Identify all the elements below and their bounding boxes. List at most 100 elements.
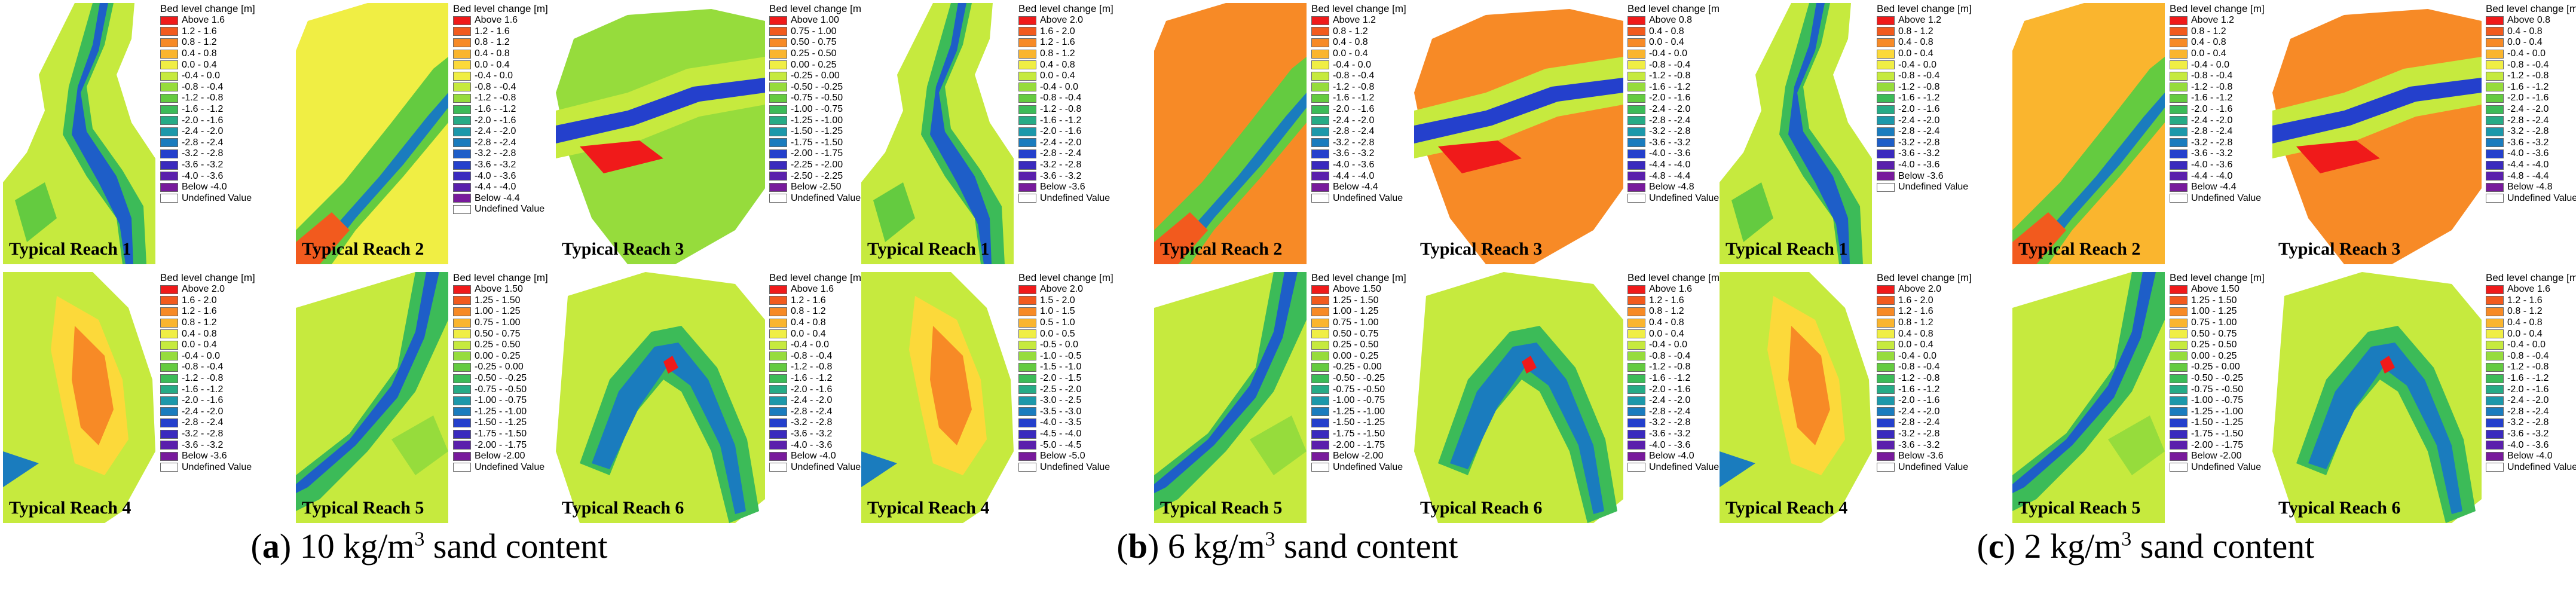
- legend-label: -4.0 - -3.6: [182, 170, 224, 181]
- legend-entry: -2.0 - -1.6: [160, 115, 255, 126]
- legend-swatch: [1311, 362, 1329, 372]
- legend-title: Bed level change [m]: [1018, 272, 1113, 283]
- legend-entry: -2.8 - -2.4: [1311, 126, 1406, 137]
- contour-map: [296, 3, 448, 264]
- legend-swatch: [2486, 149, 2504, 158]
- reach-map: Typical Reach 2: [296, 3, 448, 264]
- legend-label: -2.4 - -2.0: [2191, 115, 2233, 126]
- legend-entry: -0.4 - 0.0: [1311, 59, 1406, 71]
- legend-entry: -0.75 - -0.50: [769, 93, 864, 104]
- bank-patch: [1731, 182, 1773, 242]
- legend-label: Below -4.0: [182, 182, 227, 192]
- legend-swatch: [1018, 116, 1036, 126]
- legend-entry: -0.4 - 0.0: [1627, 48, 1723, 60]
- legend-entry: Undefined Value: [1018, 462, 1113, 473]
- legend-label: Above 1.50: [2191, 284, 2240, 295]
- contour-map: [296, 272, 448, 523]
- deposition: [1438, 140, 1522, 173]
- legend-swatch: [453, 82, 471, 92]
- legend-swatch: [1311, 138, 1329, 148]
- legend-swatch: [2170, 418, 2188, 427]
- legend-entry: -0.50 - -0.25: [769, 82, 864, 93]
- legend-entry: -2.0 - -1.6: [2170, 104, 2265, 115]
- legend-swatch: [453, 385, 471, 395]
- legend-entry: Undefined Value: [160, 462, 255, 473]
- contour-map: [556, 272, 765, 523]
- legend-entry: 0.75 - 1.00: [1311, 317, 1406, 329]
- legend-entry: Below -4.8: [1627, 182, 1723, 193]
- legend-label: -0.50 - -0.25: [475, 373, 527, 384]
- channel-outer: [296, 57, 448, 264]
- legend-entry: -2.4 - -2.0: [453, 126, 548, 137]
- caption-sup: 3: [414, 528, 425, 551]
- legend-label: Above 2.0: [1040, 15, 1084, 26]
- legend-entry: -4.8 - -4.4: [1627, 170, 1723, 182]
- legend-label: 0.4 - 0.8: [1040, 59, 1075, 70]
- legend-entry: -0.8 - -0.4: [1877, 362, 1972, 373]
- legend-entry: -3.6 - -3.2: [1627, 137, 1723, 149]
- legend-label: Below -4.8: [1649, 182, 1694, 192]
- legend-swatch: [1627, 149, 1645, 158]
- legend-entry: -1.2 - -0.8: [2486, 71, 2576, 82]
- legend-swatch: [1311, 296, 1329, 305]
- legend-entry: 0.4 - 0.8: [2170, 37, 2265, 48]
- legend-swatch: [1627, 38, 1645, 47]
- legend-label: -2.00 - -1.75: [791, 148, 843, 159]
- legend-entry: 0.4 - 0.8: [2486, 317, 2576, 329]
- legend-swatch: [1877, 407, 1895, 417]
- legend-label: -2.00 - -1.75: [475, 439, 527, 450]
- legend-swatch: [160, 329, 178, 339]
- legend-label: Undefined Value: [791, 192, 861, 203]
- legend-label: -2.4 - -2.0: [1898, 115, 1940, 126]
- legend-entry: Below -2.00: [2170, 451, 2265, 462]
- legend-swatch: [2486, 374, 2504, 383]
- legend-entry: -0.8 - -0.4: [453, 82, 548, 93]
- legend-label: -1.2 - -0.8: [1649, 362, 1691, 372]
- legend-label: 0.0 - 0.4: [182, 59, 217, 70]
- color-legend: Bed level change [m] Above 1.2 0.8 - 1.2 0.…: [1311, 3, 1406, 204]
- contour-map: [556, 9, 765, 264]
- legend-swatch: [1627, 172, 1645, 181]
- legend-entry: -1.25 - -1.00: [453, 406, 548, 418]
- color-legend: Bed level change [m] Above 2.0 1.5 - 2.0 1.…: [1018, 272, 1113, 473]
- legend-swatch: [2486, 451, 2504, 461]
- legend-swatch: [1877, 82, 1895, 92]
- legend-entry: Undefined Value: [1627, 193, 1723, 204]
- legend-entry: -3.6 - -3.2: [2170, 148, 2265, 160]
- legend-swatch: [1018, 105, 1036, 114]
- legend-swatch: [160, 352, 178, 361]
- reach-map: Typical Reach 1: [1720, 3, 1872, 264]
- legend-entry: -2.00 - -1.75: [1311, 439, 1406, 451]
- legend-label: -0.4 - 0.0: [1040, 81, 1079, 92]
- legend-swatch: [2170, 340, 2188, 350]
- legend-swatch: [1627, 127, 1645, 136]
- legend-swatch: [1018, 160, 1036, 170]
- reach-label: Typical Reach 5: [302, 498, 424, 518]
- legend-label: 1.00 - 1.25: [475, 306, 521, 317]
- legend-swatch: [160, 362, 178, 372]
- legend-swatch: [2486, 16, 2504, 25]
- legend-label: 0.25 - 0.50: [791, 48, 837, 59]
- legend-label: -3.6 - -3.2: [1898, 148, 1940, 159]
- legend-swatch: [1311, 82, 1329, 92]
- legend-entry: -4.5 - -4.0: [1018, 429, 1113, 440]
- legend-entry: Undefined Value: [453, 462, 548, 473]
- contour-map: [861, 3, 1014, 264]
- legend-swatch: [2170, 285, 2188, 294]
- legend-label: 1.2 - 1.6: [1898, 306, 1933, 317]
- legend-entry: -2.5 - -2.0: [1018, 384, 1113, 395]
- channel-deep: [1154, 272, 1298, 493]
- legend-swatch: [769, 441, 787, 450]
- legend-swatch: [453, 318, 471, 328]
- legend-label: -2.50 - -2.25: [791, 170, 843, 181]
- legend-swatch: [1018, 138, 1036, 148]
- legend-label: Undefined Value: [2507, 461, 2576, 472]
- legend-swatch: [1018, 296, 1036, 305]
- legend-swatch: [2486, 385, 2504, 395]
- bank-patch: [873, 182, 915, 242]
- legend-entry: -2.0 - -1.6: [1627, 384, 1723, 395]
- legend-entry: 1.6 - 2.0: [1877, 295, 1972, 307]
- legend-entry: -3.2 - -2.8: [1627, 417, 1723, 429]
- legend-swatch: [160, 149, 178, 158]
- legend-entry: -1.6 - -1.2: [2170, 93, 2265, 104]
